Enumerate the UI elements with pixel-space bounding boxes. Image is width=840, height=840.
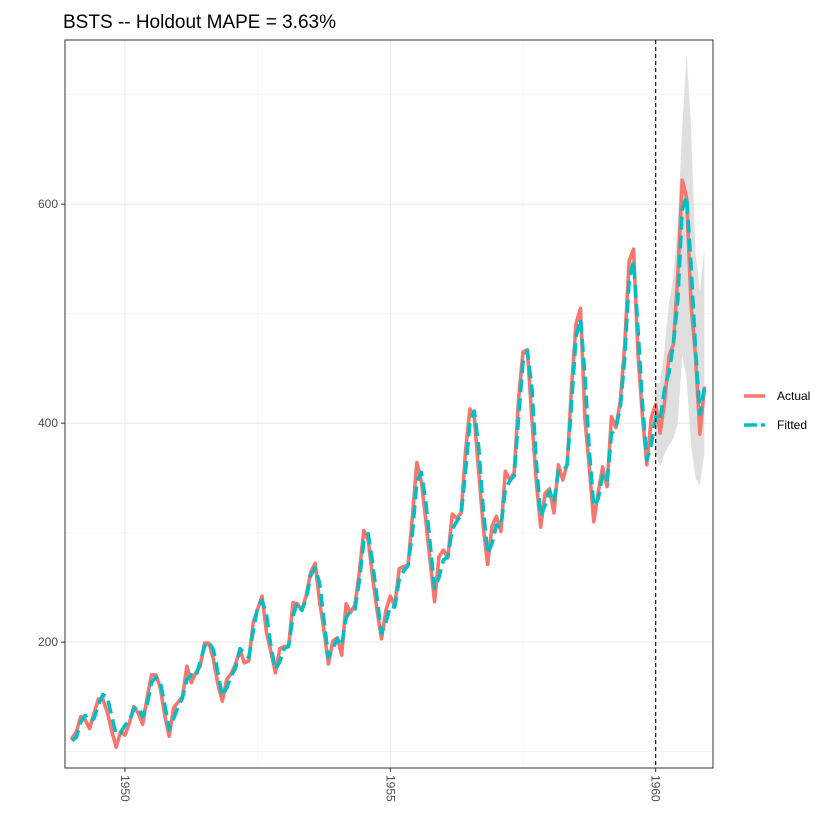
legend-label: Actual (777, 389, 810, 403)
x-tick-label: 1950 (118, 775, 132, 802)
x-tick-label: 1960 (649, 775, 663, 802)
series-line-fitted (70, 194, 707, 743)
legend: Actual Fitted (744, 389, 810, 432)
chart-title: BSTS -- Holdout MAPE = 3.63% (63, 12, 336, 33)
y-axis: 200 400 600 (38, 197, 65, 649)
legend-label: Fitted (777, 418, 807, 432)
y-tick-label: 400 (38, 416, 58, 430)
legend-item-actual: Actual (744, 389, 810, 403)
series-line-actual (70, 178, 707, 750)
grid-minor (65, 40, 713, 768)
x-axis: 1950 1955 1960 (118, 768, 663, 802)
plot-background (65, 40, 713, 768)
y-tick-label: 600 (38, 197, 58, 211)
y-tick-label: 200 (38, 635, 58, 649)
x-tick-label: 1955 (383, 775, 397, 802)
plot-border (64, 39, 714, 769)
plot-panel (64, 39, 714, 769)
series-layer (70, 178, 707, 750)
legend-item-fitted: Fitted (744, 418, 807, 432)
